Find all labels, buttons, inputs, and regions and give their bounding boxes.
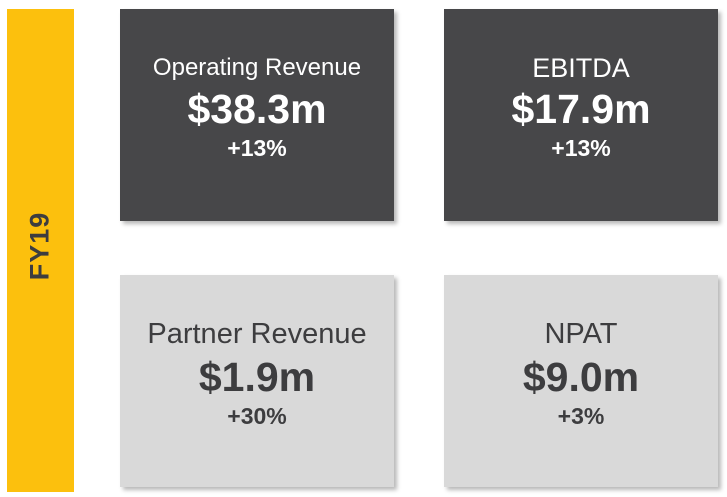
card-title: Partner Revenue (147, 318, 367, 350)
card-change: +13% (551, 135, 611, 161)
card-title: EBITDA (532, 53, 630, 83)
card-title: NPAT (544, 318, 618, 350)
card-value: $38.3m (187, 86, 327, 132)
card-operating-revenue: Operating Revenue $38.3m +13% (120, 9, 394, 221)
card-value: $9.0m (522, 354, 640, 400)
card-title: Operating Revenue (152, 54, 362, 81)
card-ebitda: EBITDA $17.9m +13% (444, 9, 718, 221)
card-npat: NPAT $9.0m +3% (444, 275, 718, 487)
card-value: $17.9m (511, 86, 651, 132)
card-change: +3% (557, 403, 605, 429)
card-change: +13% (227, 135, 287, 161)
fy-banner (7, 9, 74, 492)
card-value: $1.9m (198, 354, 316, 400)
card-partner-revenue: Partner Revenue $1.9m +30% (120, 275, 394, 487)
fy-label: FY19 (24, 211, 55, 281)
card-change: +30% (227, 403, 287, 429)
